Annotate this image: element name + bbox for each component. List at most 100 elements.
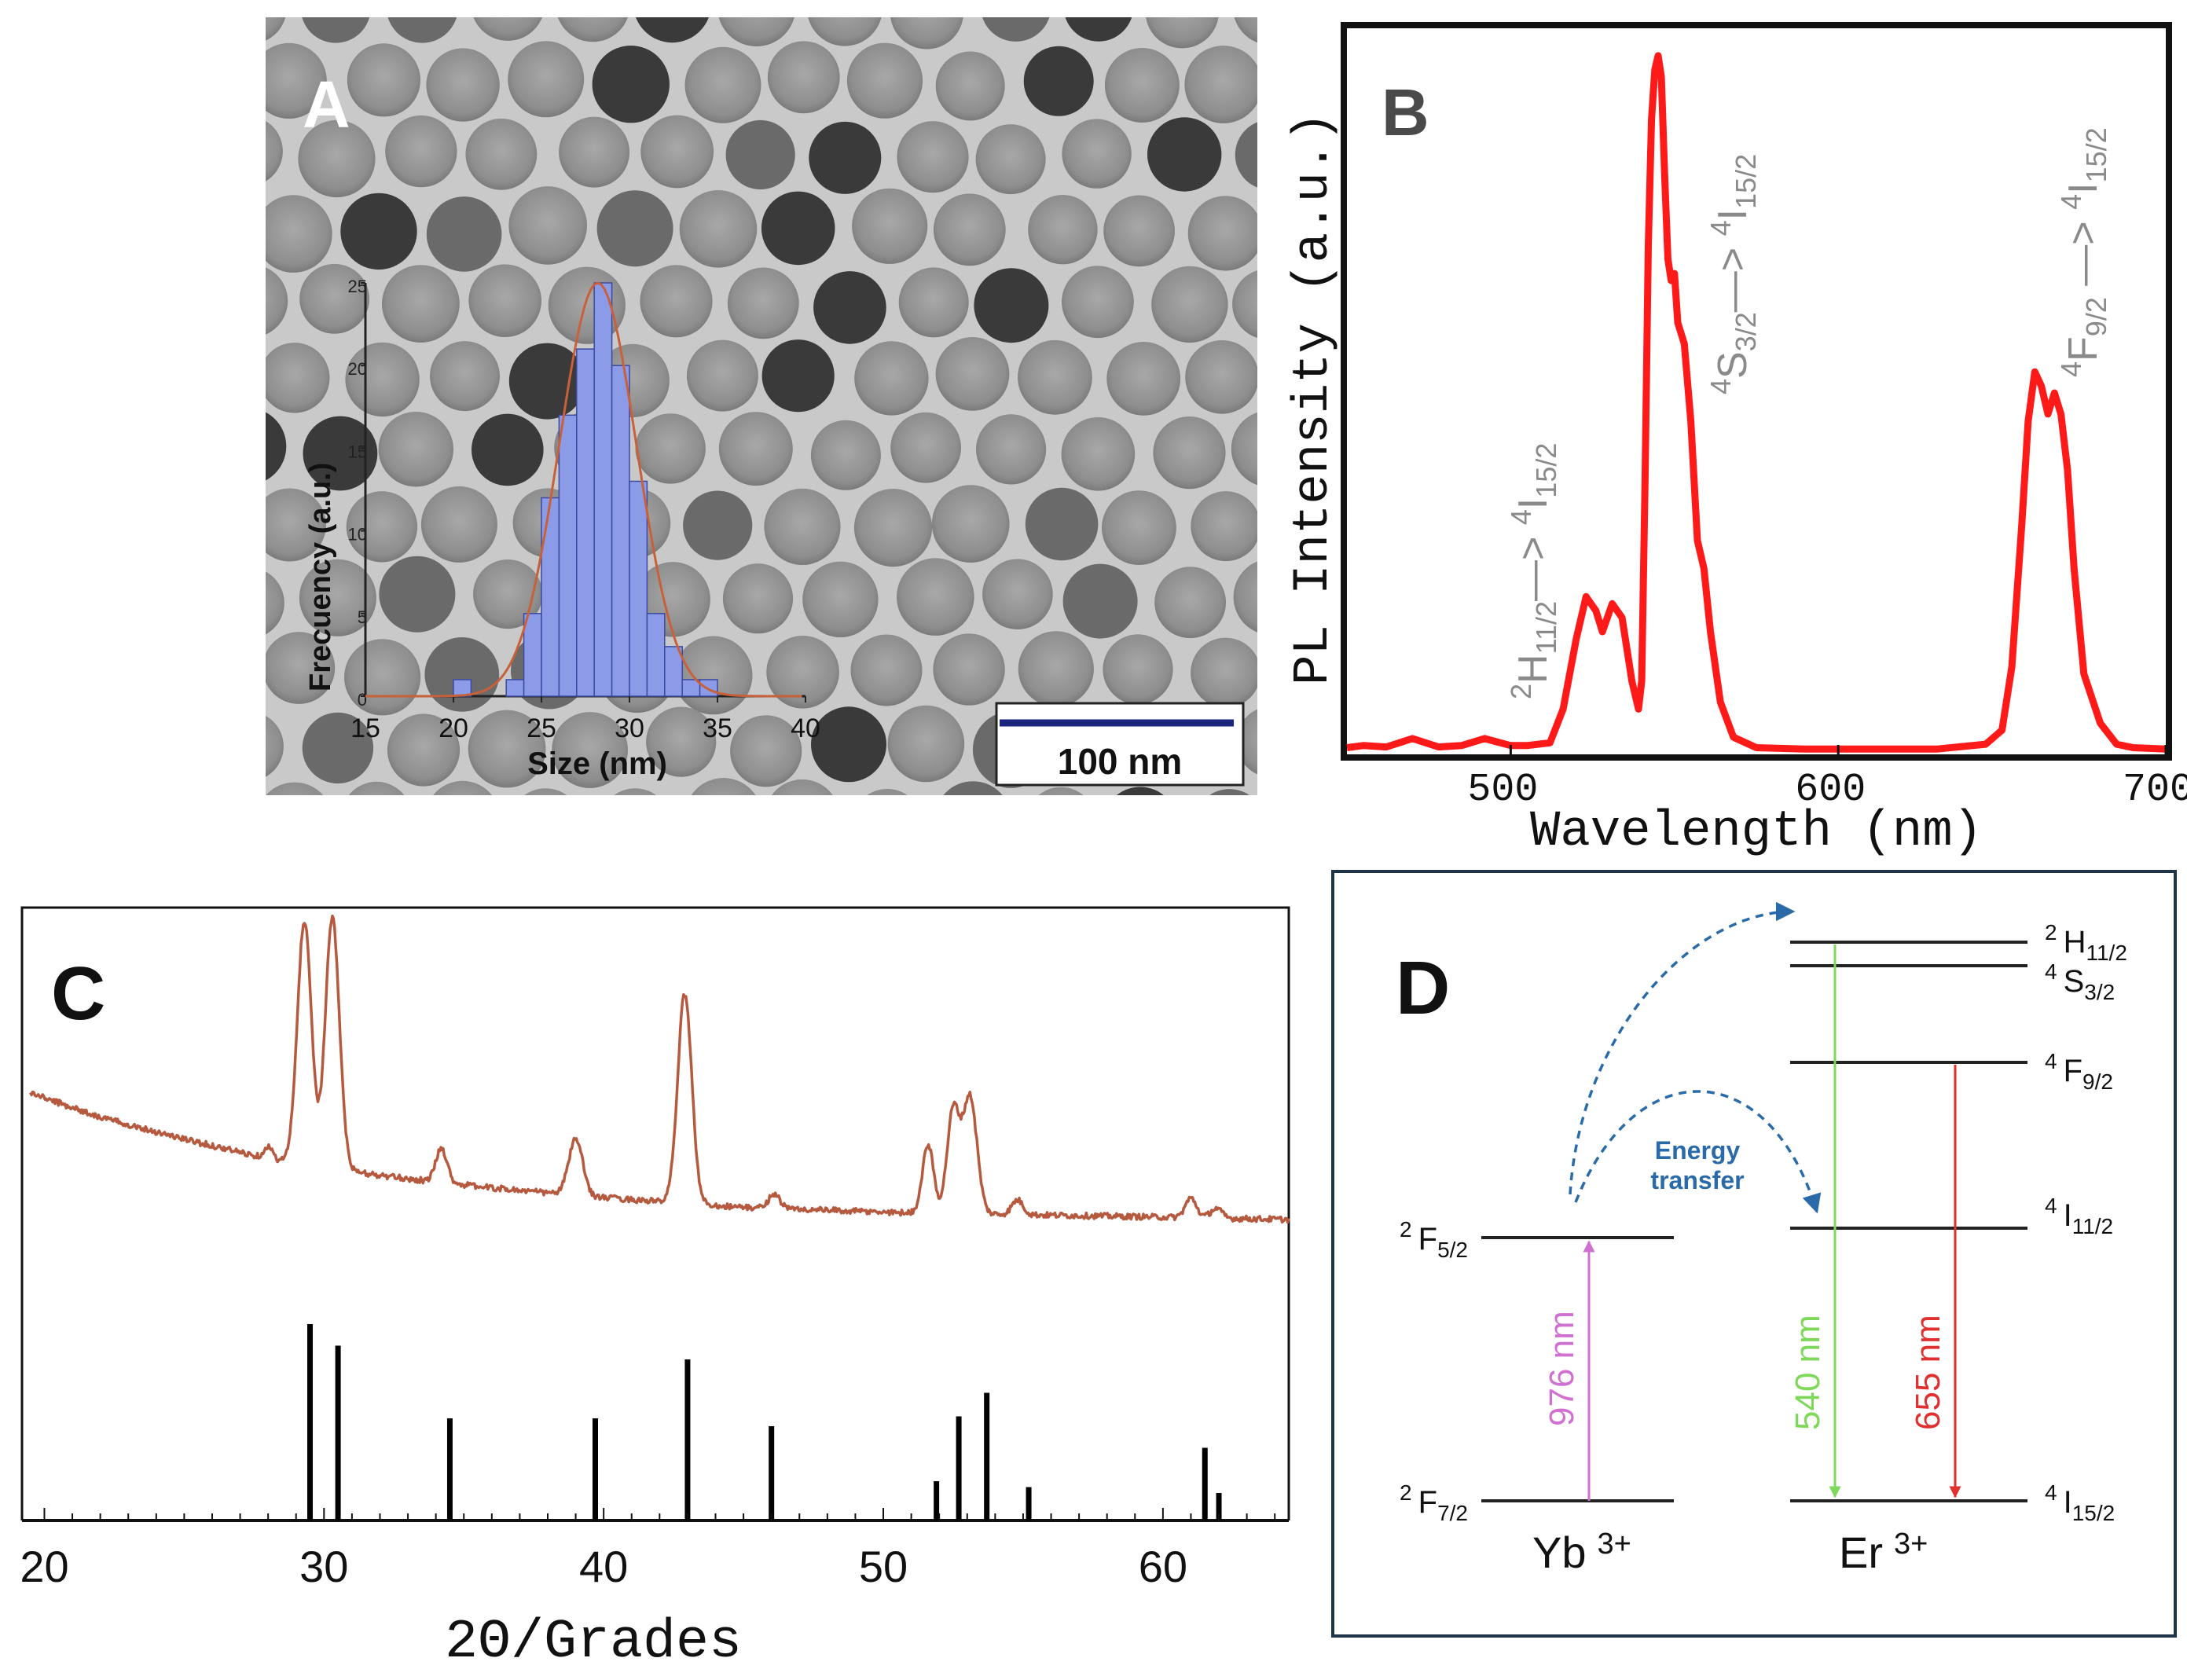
nanoparticle xyxy=(933,633,1005,706)
er-ion-label: Er 3+ xyxy=(1839,1528,1928,1577)
gaussian-fit-curve xyxy=(365,281,802,698)
pl-x-tick-label: 500 xyxy=(1467,768,1538,812)
nanoparticle xyxy=(943,781,1003,795)
panel-a-label: A xyxy=(303,68,350,141)
nanoparticle xyxy=(508,41,585,118)
nanoparticle xyxy=(718,17,794,46)
histogram-x-tick-label: 40 xyxy=(791,713,820,743)
xrd-measured-pattern xyxy=(29,914,1290,1224)
pl-y-label: PL Intensity (a.u.) xyxy=(1286,112,1342,685)
nanoparticle xyxy=(344,639,421,716)
nanoparticle xyxy=(266,571,284,635)
nanoparticle xyxy=(850,634,923,706)
nanoparticle xyxy=(853,489,933,567)
histogram-bar xyxy=(558,414,578,697)
nanoparticle xyxy=(420,486,497,563)
nanoparticle xyxy=(974,268,1049,343)
nanoparticle xyxy=(1018,339,1092,415)
energy-diagram-frame xyxy=(1331,870,2177,1638)
nanoparticle xyxy=(646,706,717,777)
excitation-label: 976 nm xyxy=(1543,1311,1581,1426)
pl-x-tick-label: 600 xyxy=(1795,768,1866,812)
nanoparticle xyxy=(976,414,1047,485)
nanoparticle xyxy=(1103,634,1173,705)
nanoparticle xyxy=(686,339,758,412)
panel-d: D 2 F5/2 2 F7/2 2 H11/2 4 S3/2 4 F9/2 4 I11/2 … xyxy=(1331,870,2177,1638)
nanoparticle xyxy=(266,782,324,795)
nanoparticle xyxy=(378,412,453,487)
nanoparticle xyxy=(887,705,965,783)
scale-bar-label: 100 nm xyxy=(1058,741,1183,782)
red-emission-label: 655 nm xyxy=(1909,1315,1947,1430)
annotation-f92: 4F9/2 —> 4I15/2 xyxy=(2055,127,2112,377)
energy-transfer-arrow-upper xyxy=(1569,901,1796,1195)
yb-ion-label: Yb 3+ xyxy=(1532,1528,1631,1577)
nanoparticle xyxy=(982,559,1053,629)
nanoparticle xyxy=(266,42,327,119)
label-i152: 4 I15/2 xyxy=(2045,1480,2115,1525)
nanoparticle xyxy=(266,267,288,335)
pl-x-label: Wavelength (nm) xyxy=(1530,804,1983,860)
nanoparticle xyxy=(766,636,839,709)
nanoparticle xyxy=(592,45,670,123)
nanoparticle xyxy=(1236,709,1257,775)
nanoparticle xyxy=(935,51,1005,121)
nanoparticle xyxy=(933,193,1006,266)
nanoparticle xyxy=(1235,122,1257,188)
nanoparticle xyxy=(299,559,376,636)
histogram-y-label: Frecuency (a.u.) xyxy=(304,463,337,691)
xrd-x-tick-label: 20 xyxy=(20,1542,68,1591)
nanoparticle xyxy=(348,781,405,795)
nanoparticle xyxy=(931,485,1010,563)
nanoparticle xyxy=(1062,119,1132,189)
nanoparticle xyxy=(898,267,969,338)
nanoparticle xyxy=(1185,340,1257,414)
nanoparticle xyxy=(1023,46,1094,116)
histogram-y-tick-label: 5 xyxy=(358,607,367,627)
nanoparticle xyxy=(1191,637,1257,708)
nanoparticle xyxy=(679,189,758,268)
nanoparticle xyxy=(1231,412,1257,486)
nanoparticle xyxy=(1270,782,1345,857)
nanoparticle xyxy=(1147,117,1222,192)
nanoparticle xyxy=(1154,567,1226,639)
nanoparticle xyxy=(302,17,370,43)
energy-transfer-arrow-lower xyxy=(1574,1090,1822,1214)
nanoparticle xyxy=(1025,487,1099,561)
histogram-bar xyxy=(629,480,648,697)
nanoparticle xyxy=(810,420,881,490)
nanoparticle xyxy=(347,43,420,117)
nanoparticle xyxy=(635,413,706,484)
nanoparticle xyxy=(1191,491,1257,562)
nanoparticle xyxy=(346,491,418,563)
nanoparticle xyxy=(691,778,756,795)
histogram-bar xyxy=(576,348,595,697)
histogram-y-tick-label: 25 xyxy=(348,277,367,296)
panel-b-label: B xyxy=(1382,75,1429,149)
nanoparticle xyxy=(1028,195,1098,265)
nanoparticle xyxy=(683,490,753,560)
histogram-bar xyxy=(646,613,666,697)
nanoparticle xyxy=(640,115,714,189)
nanoparticle xyxy=(387,17,457,43)
histogram-bar xyxy=(505,679,525,697)
nanoparticle xyxy=(426,196,502,272)
nanoparticle xyxy=(764,488,841,566)
histogram-bar xyxy=(593,282,613,697)
histogram-y-tick-label: 15 xyxy=(348,442,367,461)
nanoparticle xyxy=(266,195,332,273)
nanoparticle xyxy=(465,118,538,190)
histogram-bar xyxy=(523,613,542,697)
nanoparticle xyxy=(340,193,417,270)
nanoparticle xyxy=(430,341,500,412)
nanoparticle xyxy=(1187,196,1257,271)
histogram-bar xyxy=(611,365,630,697)
nanoparticle xyxy=(852,188,928,264)
nanoparticle xyxy=(1061,417,1136,491)
panel-b: 500 600 700 B PL Intensity (a.u.) Waveleng… xyxy=(1286,22,2187,860)
nanoparticle xyxy=(935,337,1010,411)
nanoparticle xyxy=(890,412,961,483)
nanoparticle xyxy=(266,488,326,562)
